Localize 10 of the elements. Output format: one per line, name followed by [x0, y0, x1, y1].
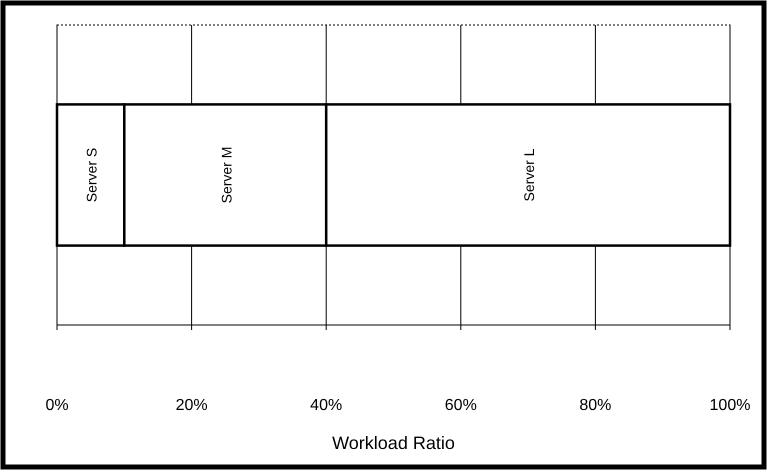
series-label: Server L	[521, 148, 538, 202]
x-axis-title: Workload Ratio	[332, 433, 455, 453]
x-tick-label: 0%	[45, 397, 69, 414]
x-tick-label: 20%	[176, 397, 208, 414]
series-label: Server M	[218, 146, 234, 204]
x-tick-label: 100%	[710, 397, 750, 414]
series-label: Server S	[84, 148, 100, 202]
x-tick-label: 80%	[579, 397, 612, 414]
x-tick-label: 40%	[310, 397, 342, 414]
x-tick-label: 60%	[444, 397, 477, 414]
